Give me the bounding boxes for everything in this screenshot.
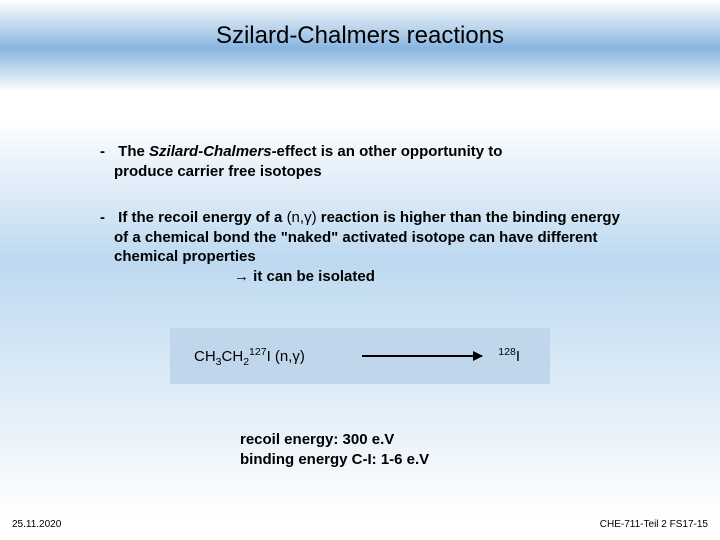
bullet1-prefix: The xyxy=(118,143,149,160)
bullet1-line2: produce carrier free isotopes xyxy=(114,163,322,180)
p-elem: I xyxy=(516,348,520,365)
r-sup1: 127 xyxy=(249,346,267,358)
footer-code: CHE-711-Teil 2 FS17-15 xyxy=(600,519,708,530)
bullet2-reaction: (n,γ) xyxy=(287,209,317,226)
p-sup: 128 xyxy=(498,346,516,358)
bullet2-l1a: If the recoil energy of a xyxy=(118,209,286,226)
bullet2-implies: → it can be isolated xyxy=(114,267,680,287)
binding-energy: binding energy C-I: 1-6 e.V xyxy=(240,450,429,470)
bullet2-l1b: reaction is higher than the binding ener… xyxy=(317,209,620,226)
recoil-energy: recoil energy: 300 e.V xyxy=(240,430,429,450)
bullet2-l2: of a chemical bond the "naked" activated… xyxy=(114,229,598,246)
reaction-box: CH3CH2127I (n,γ) 128I xyxy=(170,328,550,384)
bullet-dash: - xyxy=(100,208,114,228)
bullet1-mid: -effect is an other opportunity to xyxy=(272,143,503,160)
r-pre: CH xyxy=(194,348,216,365)
bullet1-em: Szilard-Chalmers xyxy=(149,143,272,160)
slide-title: Szilard-Chalmers reactions xyxy=(0,22,720,50)
reaction-arrow-icon xyxy=(362,355,482,357)
r-mid1: CH xyxy=(222,348,244,365)
r-notation: (n,γ) xyxy=(275,348,305,365)
bullet-1: - The Szilard-Chalmers-effect is an othe… xyxy=(100,142,660,181)
reactant: CH3CH2127I (n,γ) xyxy=(194,346,305,368)
footer-date: 25.11.2020 xyxy=(12,519,61,530)
product: 128I xyxy=(498,346,520,365)
bullet-dash: - xyxy=(100,142,114,162)
r-elem: I xyxy=(267,348,275,365)
energies-block: recoil energy: 300 e.V binding energy C-… xyxy=(240,430,429,469)
bullet-2: - If the recoil energy of a (n,γ) reacti… xyxy=(100,208,680,286)
bullet2-l3: chemical properties xyxy=(114,248,256,265)
